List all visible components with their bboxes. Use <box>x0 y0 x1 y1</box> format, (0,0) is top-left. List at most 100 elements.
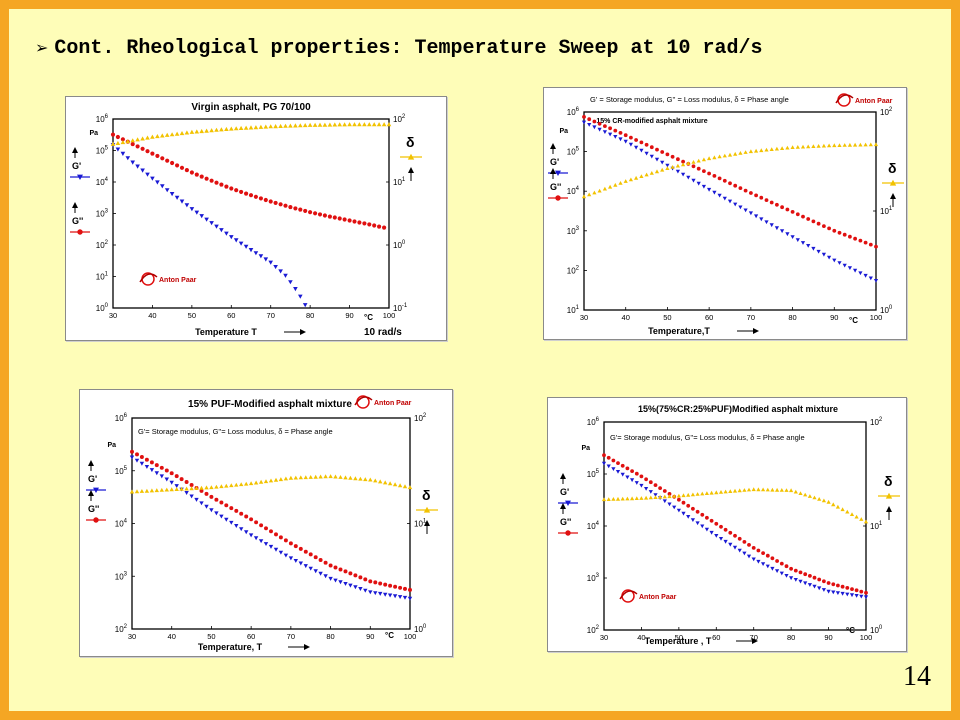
data-point <box>322 122 328 127</box>
data-point <box>298 207 303 212</box>
legend-marker <box>93 487 99 493</box>
series-g-prime <box>581 120 879 283</box>
y-left-tick-label: 104 <box>115 519 128 529</box>
data-point <box>155 153 160 158</box>
data-point <box>639 496 644 500</box>
data-point <box>238 125 244 130</box>
data-point <box>608 126 612 131</box>
data-point <box>728 530 733 535</box>
data-point <box>238 241 244 246</box>
data-point <box>812 584 817 589</box>
up-arrow-head-icon <box>550 143 556 149</box>
x-tick-label: 60 <box>227 311 235 320</box>
chart-legend-text: G'= Storage modulus, G''= Loss modulus, … <box>610 433 805 442</box>
data-point <box>790 210 795 214</box>
x-tick-label: 30 <box>128 632 136 641</box>
data-point <box>751 487 756 492</box>
chart-panel-cr-puf: 15%(75%CR:25%PUF)Modified asphalt mixtur… <box>547 397 907 652</box>
logo-text: Anton Paar <box>374 400 412 407</box>
data-point <box>263 124 269 129</box>
data-point <box>378 479 383 484</box>
x-unit-label: °C <box>849 316 858 325</box>
data-point <box>660 167 665 172</box>
data-point <box>747 543 751 547</box>
data-point <box>258 124 264 129</box>
data-point <box>853 268 858 273</box>
x-tick-label: 30 <box>580 313 588 322</box>
data-point <box>165 158 170 163</box>
data-point <box>873 279 879 283</box>
data-point <box>278 269 283 274</box>
chart-legend-text: G' = Storage modulus, G'' = Loss modulus… <box>590 95 789 104</box>
data-point <box>849 593 855 598</box>
data-point <box>611 467 616 471</box>
data-point <box>169 471 174 476</box>
data-point <box>169 487 174 492</box>
data-point <box>224 231 229 236</box>
y-left-tick-label: 106 <box>96 114 109 124</box>
data-point <box>332 122 338 127</box>
data-point <box>194 486 199 490</box>
data-point <box>333 578 338 583</box>
series-delta <box>110 122 392 146</box>
data-point <box>712 155 717 160</box>
data-point <box>189 486 194 491</box>
data-point <box>204 176 209 181</box>
data-point <box>660 150 665 154</box>
up-arrow-head-icon <box>886 506 892 512</box>
data-point <box>807 494 812 498</box>
data-point <box>170 160 175 166</box>
data-point <box>244 481 249 486</box>
plot-frame <box>583 111 877 311</box>
data-point <box>701 184 706 189</box>
data-point <box>403 586 407 591</box>
data-point <box>283 538 288 543</box>
data-point <box>408 587 412 592</box>
data-point <box>648 495 653 500</box>
data-point <box>145 135 150 140</box>
data-point <box>199 128 204 134</box>
data-point <box>264 526 268 531</box>
data-point <box>383 480 388 485</box>
data-point <box>219 484 224 489</box>
x-tick-label: 60 <box>247 632 255 641</box>
data-point <box>789 576 794 581</box>
data-point <box>348 583 353 588</box>
data-point <box>253 536 259 541</box>
data-point <box>357 122 362 127</box>
data-point <box>816 249 821 254</box>
y-left-tick-label: 102 <box>567 265 580 275</box>
legend-marker <box>885 492 893 499</box>
data-point <box>135 164 140 169</box>
data-point <box>224 503 229 508</box>
data-point <box>293 559 298 563</box>
y-left-tick-label: 103 <box>587 573 600 583</box>
data-point <box>348 475 353 480</box>
data-point <box>343 475 348 480</box>
data-point <box>625 496 630 501</box>
data-point <box>701 157 706 162</box>
data-point <box>775 559 779 563</box>
data-point <box>368 477 373 482</box>
data-point <box>159 465 164 470</box>
up-arrow-head-icon <box>408 167 414 173</box>
data-point <box>842 232 847 237</box>
data-point <box>194 129 200 134</box>
data-point <box>378 581 383 586</box>
data-point <box>139 461 145 466</box>
data-point <box>150 176 155 181</box>
data-point <box>817 577 822 582</box>
data-point <box>603 124 607 128</box>
data-point <box>293 544 298 549</box>
data-point <box>263 479 269 484</box>
data-point <box>125 139 131 144</box>
data-point <box>214 497 219 502</box>
data-point <box>139 489 145 493</box>
data-point <box>615 470 621 474</box>
y-left-tick-label: 101 <box>96 272 109 282</box>
up-arrow-head-icon <box>424 520 430 526</box>
data-point <box>681 500 686 505</box>
data-point <box>164 468 169 473</box>
data-point <box>288 475 294 480</box>
data-point <box>145 172 150 177</box>
